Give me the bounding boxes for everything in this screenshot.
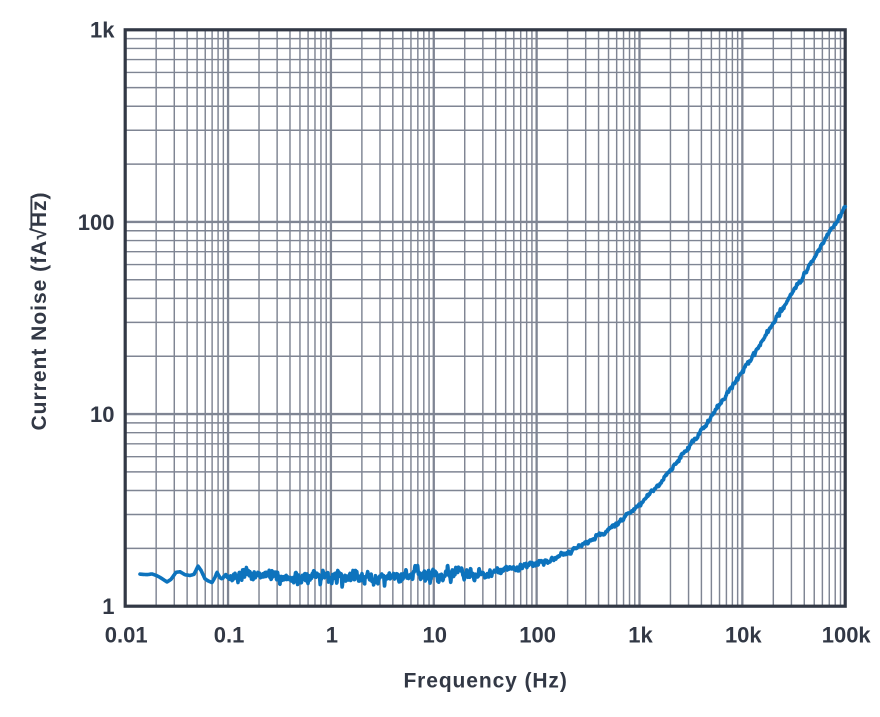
svg-text:0.01: 0.01	[105, 623, 148, 648]
svg-text:10: 10	[423, 623, 447, 648]
svg-text:Frequency (Hz): Frequency (Hz)	[403, 670, 567, 693]
svg-text:100k: 100k	[822, 623, 872, 648]
svg-text:1k: 1k	[628, 623, 653, 648]
svg-text:10: 10	[90, 402, 114, 427]
svg-text:100: 100	[78, 210, 115, 235]
svg-text:10k: 10k	[725, 623, 762, 648]
svg-text:1: 1	[326, 623, 338, 648]
svg-text:0.1: 0.1	[214, 623, 245, 648]
svg-text:1: 1	[102, 594, 114, 619]
svg-text:1k: 1k	[90, 18, 115, 43]
svg-text:100: 100	[519, 623, 556, 648]
svg-text:Current Noise (fA√Hz): Current Noise (fA√Hz)	[28, 191, 51, 430]
